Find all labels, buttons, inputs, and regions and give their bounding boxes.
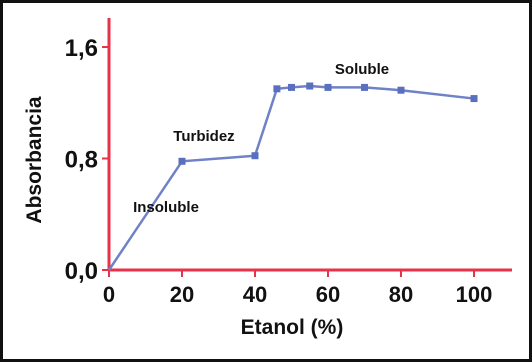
axes	[102, 18, 512, 277]
annotation-insoluble: Insoluble	[133, 199, 199, 216]
x-tick-label: 80	[389, 282, 413, 307]
x-tick-label: 40	[243, 282, 267, 307]
x-tick-label: 0	[103, 282, 115, 307]
data-point	[288, 83, 295, 91]
annotation-soluble: Soluble	[335, 61, 389, 78]
x-axis-title: Etanol (%)	[241, 316, 344, 339]
y-tick-label: 0,8	[65, 147, 98, 174]
data-series	[107, 82, 478, 271]
x-tick-label: 100	[456, 282, 493, 307]
annotation-turbidez: Turbidez	[173, 128, 234, 145]
data-point	[470, 95, 478, 103]
y-axis-title: Absorbancia	[23, 96, 46, 224]
x-tick-label: 20	[170, 282, 194, 307]
tick-labels: 0 20 40 60 80 100 0,0 0,8 1,6	[65, 35, 493, 307]
data-point	[324, 83, 332, 91]
data-point	[397, 86, 405, 94]
data-point	[178, 157, 186, 165]
data-point	[273, 85, 281, 93]
y-tick-label: 1,6	[65, 35, 98, 62]
data-point	[361, 83, 368, 91]
series-line	[107, 84, 475, 271]
data-point	[251, 152, 259, 160]
x-tick-label: 60	[316, 282, 340, 307]
data-point	[306, 82, 314, 90]
y-tick-label: 0,0	[65, 258, 98, 285]
